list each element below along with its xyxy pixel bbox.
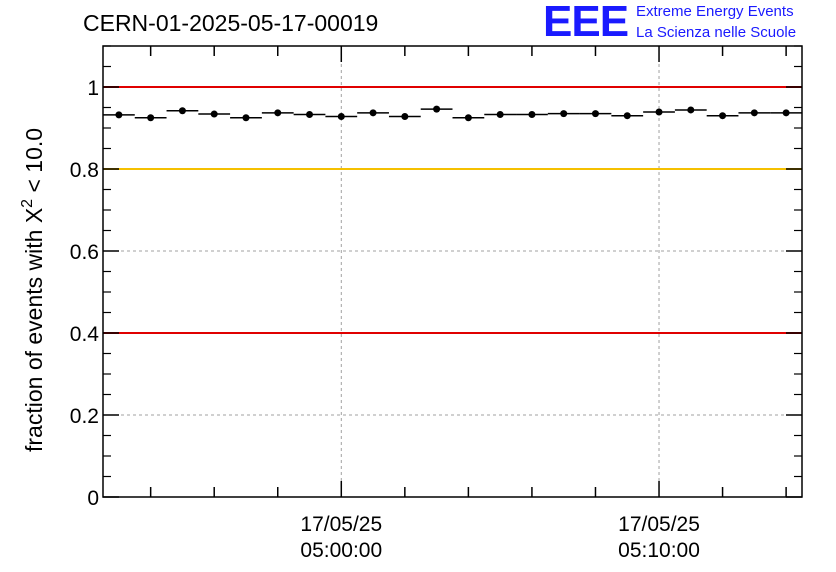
x-tick-time: 05:00:00 bbox=[300, 539, 382, 562]
y-tick-label: 1 bbox=[87, 77, 99, 100]
data-point bbox=[178, 107, 186, 115]
data-point bbox=[464, 114, 472, 122]
data-point bbox=[242, 114, 250, 122]
y-tick-label: 0.4 bbox=[70, 323, 100, 346]
data-point bbox=[528, 110, 536, 118]
data-point bbox=[496, 110, 504, 118]
data-point bbox=[274, 109, 282, 117]
data-point bbox=[687, 106, 695, 114]
reference-lines bbox=[103, 86, 802, 334]
x-tick-date: 17/05/25 bbox=[618, 513, 700, 536]
data-point bbox=[433, 105, 441, 113]
data-point bbox=[401, 113, 409, 121]
data-point bbox=[591, 110, 599, 118]
data-point bbox=[147, 114, 155, 122]
data-point bbox=[369, 109, 377, 117]
eee-logo: EEE bbox=[543, 0, 629, 46]
data-point bbox=[655, 108, 663, 116]
axis-ticks bbox=[103, 45, 802, 498]
y-tick-label: 0.8 bbox=[70, 159, 99, 182]
data-point bbox=[210, 110, 218, 118]
logo-line-2: La Scienza nelle Scuole bbox=[636, 24, 797, 41]
x-tick-labels: 17/05/25 05:00:00 17/05/25 05:10:00 bbox=[300, 513, 699, 562]
y-tick-labels: 0 0.2 0.4 0.6 0.8 1 bbox=[70, 77, 100, 510]
data-point bbox=[719, 112, 727, 120]
data-point bbox=[782, 109, 790, 117]
chart-title: CERN-01-2025-05-17-00019 bbox=[83, 10, 379, 36]
x-tick-time: 05:10:00 bbox=[618, 539, 700, 562]
y-tick-label: 0 bbox=[87, 487, 99, 510]
data-point bbox=[560, 110, 568, 118]
data-point bbox=[750, 109, 758, 117]
data-point bbox=[115, 111, 123, 119]
y-axis-title: fraction of events with X2 < 10.0 bbox=[19, 128, 47, 452]
y-tick-label: 0.6 bbox=[70, 241, 99, 264]
logo-line-1: Extreme Energy Events bbox=[636, 3, 794, 20]
data-points bbox=[103, 105, 802, 122]
data-point bbox=[623, 112, 631, 120]
x-tick-date: 17/05/25 bbox=[300, 513, 382, 536]
data-point bbox=[337, 113, 345, 121]
data-point bbox=[306, 110, 314, 118]
y-tick-label: 0.2 bbox=[70, 405, 99, 428]
